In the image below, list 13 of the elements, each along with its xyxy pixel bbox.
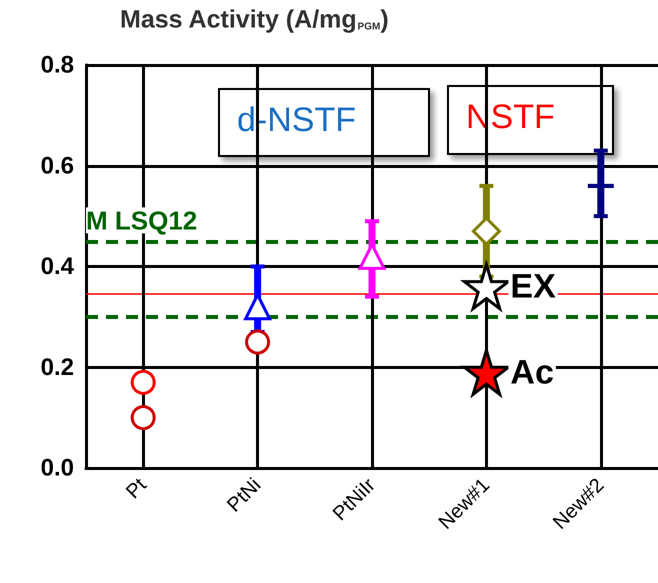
point <box>245 330 270 355</box>
annotation: Ac <box>510 353 554 392</box>
annotation: EX <box>510 268 556 306</box>
x-tick-label: Pt <box>122 474 152 504</box>
y-tick-label: 0.4 <box>40 253 75 280</box>
chart-title: Mass Activity (A/mgPGM) <box>120 6 389 34</box>
y-tick-label: 0.2 <box>40 354 74 381</box>
y-tick-label: 0.6 <box>40 152 74 180</box>
y-tick-label: 0.0 <box>40 454 74 482</box>
y-tick-label: 0.8 <box>40 52 74 78</box>
ref-line-label: M LSQ12 <box>86 205 198 236</box>
point <box>130 405 156 430</box>
point <box>130 370 156 395</box>
